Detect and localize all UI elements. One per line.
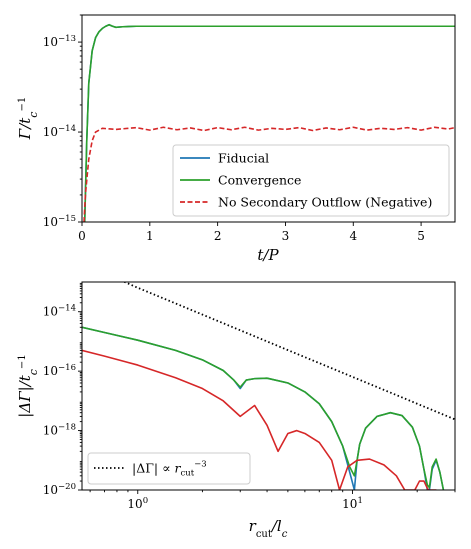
plot-area-top <box>83 23 455 222</box>
axes-frame-bottom <box>81 281 456 491</box>
top-y-tick-label: 10−14 <box>43 124 76 139</box>
bottom-x-tick-label: 100 <box>127 496 148 511</box>
top-x-tick-label: 4 <box>349 229 357 243</box>
x-axis-label-bottom: rcut/lc <box>249 517 288 540</box>
top-series-no-secondary-outflow-negative <box>83 126 455 222</box>
panel-top: 0 1 2 3 4 5 10−15 10−14 10−13 t/P Γ/tc−1 Fiduci… <box>16 14 456 264</box>
top-x-tick-label: 3 <box>282 229 290 243</box>
top-x-tick-label: 2 <box>214 229 222 243</box>
top-x-tick-label: 0 <box>78 229 86 243</box>
legend-box-bottom <box>87 452 251 485</box>
top-series-convergence <box>83 23 455 222</box>
top-x-tick-label: 1 <box>146 229 154 243</box>
bottom-series-no-secondary-outflow <box>82 349 437 490</box>
top-y-tick-label: 10−15 <box>43 214 76 229</box>
bottom-y-tick-label: 10−16 <box>43 363 76 378</box>
bottom-x-tick-label: 101 <box>342 496 363 511</box>
top-legend-label-convergence: Convergence <box>218 173 301 188</box>
bottom-series-convergence <box>82 326 445 490</box>
panel-bottom: 100 101 10−20 10−18 10−16 10−14 rcut/lc |ΔΓ|… <box>16 281 456 540</box>
legend-box-top <box>172 144 450 217</box>
legend-bottom: |ΔΓ| ∝ rcut−3 <box>87 452 251 485</box>
y-ticks-top: 10−15 10−14 10−13 <box>43 14 82 229</box>
x-ticks-top: 0 1 2 3 4 5 <box>78 222 425 243</box>
top-legend-label-fiducial: Fiducial <box>218 151 269 166</box>
bottom-series-r-cut-3 <box>122 282 455 421</box>
x-axis-label-top: t/P <box>257 246 279 264</box>
top-legend-label-no-secondary-outflow-negative: No Secondary Outflow (Negative) <box>218 195 432 210</box>
bottom-y-tick-label: 10−14 <box>43 304 76 319</box>
y-axis-label-top: Γ/tc−1 <box>16 97 40 140</box>
plot-area-bottom <box>82 282 455 490</box>
bottom-y-tick-label: 10−18 <box>43 423 76 438</box>
legend-top: Fiducial Convergence No Secondary Outflow … <box>172 144 450 217</box>
y-ticks-bottom: 10−20 10−18 10−16 10−14 <box>43 282 82 497</box>
bottom-y-tick-label: 10−20 <box>43 482 76 497</box>
bottom-legend-label-r-cut-3: |ΔΓ| ∝ rcut−3 <box>132 460 207 479</box>
axes-frame-top <box>81 14 456 223</box>
top-x-tick-label: 5 <box>417 229 425 243</box>
y-axis-label-bottom: |ΔΓ|/tc−1 <box>16 354 40 417</box>
top-y-tick-label: 10−13 <box>43 34 76 49</box>
x-ticks-bottom: 100 101 <box>89 490 456 511</box>
